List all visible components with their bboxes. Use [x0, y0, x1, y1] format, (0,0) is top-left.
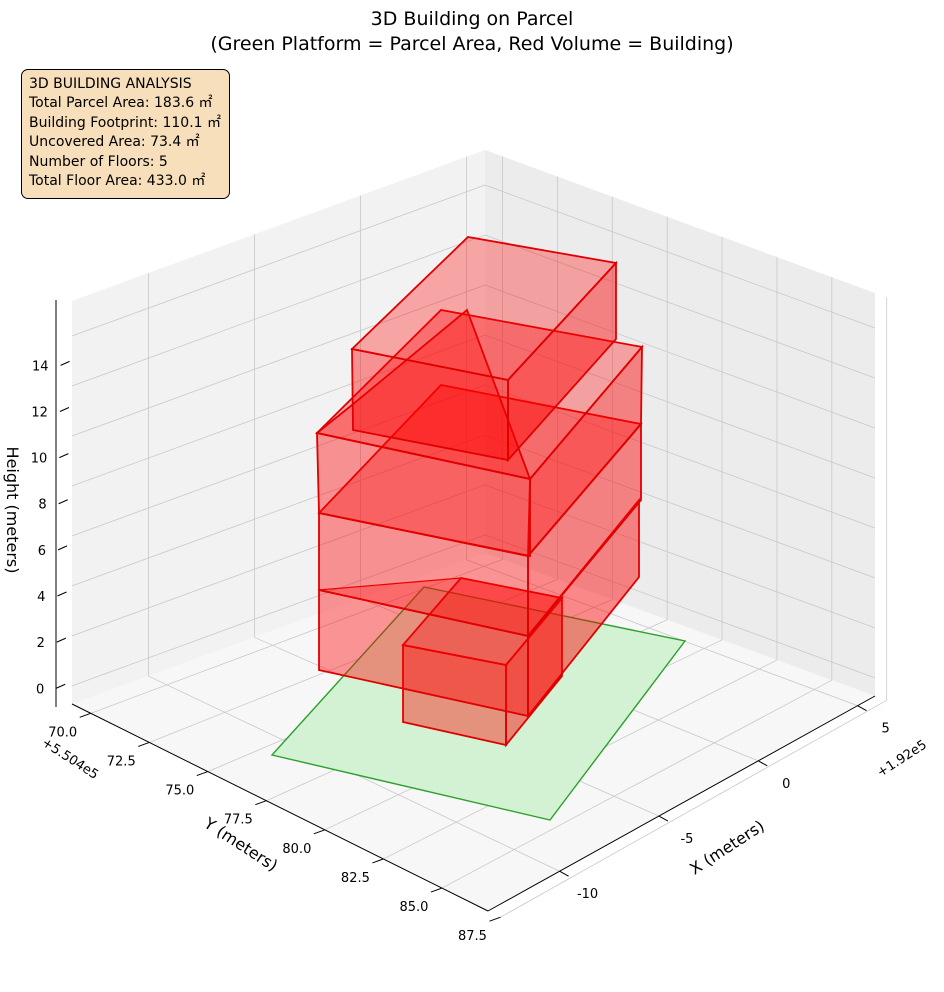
z-tick-label: 14 — [32, 359, 49, 374]
y-tick-label: 70.0 — [48, 725, 77, 740]
y-tick — [430, 887, 443, 893]
z-tick-label: 10 — [31, 452, 48, 467]
building-floor-5 — [350, 236, 618, 463]
axis-lines — [55, 300, 876, 912]
grid-line — [500, 699, 887, 918]
floor-side-face — [527, 344, 643, 559]
geometry — [270, 236, 687, 821]
z-tick — [57, 591, 67, 597]
grid-line — [71, 234, 486, 387]
grid-line — [71, 484, 486, 637]
y-tick — [313, 829, 326, 835]
y-tick-label: 77.5 — [224, 813, 253, 828]
grid-line — [484, 484, 876, 629]
grid-line — [90, 559, 503, 714]
y-tick — [196, 771, 208, 777]
chart-subtitle: (Green Platform = Parcel Area, Red Volum… — [210, 33, 733, 55]
z-tick — [59, 453, 69, 459]
y-offset-label: +5.504e5 — [39, 735, 101, 783]
y-tick — [489, 916, 501, 922]
z-tick — [56, 637, 67, 643]
building-analysis-box: 3D BUILDING ANALYSIS Total Parcel Area: … — [21, 69, 230, 199]
grid-line — [71, 534, 486, 687]
y-axis-line — [71, 703, 489, 912]
chart-title: 3D Building on Parcel — [371, 8, 574, 30]
z-tick-label: 4 — [37, 590, 45, 605]
building-floor-3 — [315, 309, 644, 639]
x-axis-line — [487, 695, 876, 912]
x-tick-label: 0 — [782, 777, 790, 792]
x-tick-label: -5 — [680, 832, 693, 847]
building-floor-4 — [314, 308, 643, 559]
z-tick-label: 12 — [31, 405, 48, 420]
y-tick-label: 72.5 — [107, 754, 136, 769]
grid-line — [484, 284, 876, 429]
info-total-floor-area: Total Floor Area: 433.0 ㎡ — [29, 173, 206, 190]
z-tick — [56, 683, 66, 689]
y-tick-label: 82.5 — [341, 871, 370, 886]
x-tick — [758, 760, 768, 767]
y-tick — [255, 800, 267, 806]
z-axis-label: Height (meters) — [3, 447, 22, 574]
parcel-platform — [270, 586, 687, 821]
y-tick — [79, 712, 91, 718]
z-tick — [59, 407, 70, 412]
info-heading: 3D BUILDING ANALYSIS — [29, 76, 192, 92]
x-tick — [857, 705, 867, 712]
y-tick — [372, 858, 384, 864]
y-tick-label: 80.0 — [282, 842, 311, 857]
info-uncovered-area: Uncovered Area: 73.4 ㎡ — [29, 134, 200, 151]
building-floor-1 — [318, 577, 564, 748]
back-right-pane — [485, 150, 875, 696]
x-tick — [658, 815, 669, 822]
x-offset-label: +1.92e5 — [874, 737, 929, 780]
y-tick — [138, 741, 150, 747]
floor-front-face — [402, 643, 507, 747]
x-axis-label: X (meters) — [686, 816, 768, 878]
x-tick — [559, 870, 569, 877]
grid-line — [484, 434, 876, 579]
y-tick-label: 85.0 — [399, 900, 428, 915]
grid-line — [71, 184, 486, 337]
grid-line — [484, 384, 876, 529]
floor-front-face — [351, 347, 509, 462]
y-tick-label: 87.5 — [458, 929, 487, 944]
tick-marks: 70.0 72.5 75.0 77.5 80.0 82.5 85.0 87.5 -10 -5 0 5 0… — [31, 359, 890, 944]
building-floor-2 — [317, 384, 643, 719]
z-tick — [58, 499, 68, 505]
grid-line — [441, 679, 833, 889]
grid-line — [71, 434, 486, 587]
z-tick-label: 0 — [36, 682, 44, 697]
x-tick-label: 5 — [881, 722, 889, 737]
z-tick — [60, 360, 70, 366]
grid-line — [71, 334, 486, 487]
grid-line — [71, 284, 486, 437]
z-tick-label: 8 — [38, 498, 46, 513]
info-parcel-area: Total Parcel Area: 183.6 ㎡ — [29, 95, 213, 112]
z-tick-label: 2 — [37, 636, 45, 651]
z-tick-label: 6 — [38, 544, 46, 559]
info-floor-count: Number of Floors: 5 — [29, 153, 168, 170]
back-left-pane — [72, 150, 485, 704]
z-tick — [57, 545, 68, 551]
grid-line — [484, 234, 876, 379]
info-footprint: Building Footprint: 110.1 ㎡ — [29, 114, 222, 131]
grid-line — [484, 334, 876, 479]
floor-front-face — [316, 431, 531, 558]
grid-line — [484, 534, 876, 679]
y-tick-label: 75.0 — [165, 784, 194, 799]
grid-line — [484, 184, 876, 329]
grid-line — [466, 559, 858, 707]
x-tick-label: -10 — [577, 887, 598, 902]
